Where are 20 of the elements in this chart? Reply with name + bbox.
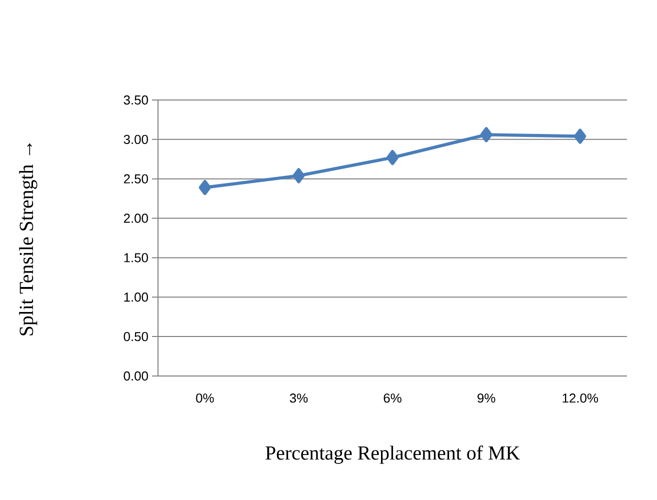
- x-tick-label: 6%: [384, 394, 402, 403]
- point: [480, 127, 492, 142]
- x-tick-label: 12.0%: [562, 394, 598, 403]
- y-tick-label: 0.00: [124, 371, 148, 381]
- x-tick-label: 9%: [478, 394, 496, 403]
- y-tick-label: 2.50: [124, 174, 148, 184]
- y-tick-label: 1.00: [124, 292, 148, 302]
- y-tick-label: 1.50: [124, 253, 148, 262]
- y-tick-label: 3.00: [124, 134, 148, 144]
- point: [292, 168, 305, 184]
- y-tick-label: 0.50: [124, 332, 148, 342]
- x-axis-title: Percentage Replacement of MK: [266, 446, 520, 464]
- x-tick-label: 0%: [196, 394, 214, 403]
- y-axis-title: Split Tensile Strength →: [19, 143, 38, 336]
- point: [386, 150, 399, 166]
- y-tick-label: 3.50: [124, 95, 148, 105]
- x-tick-label: 3%: [290, 394, 308, 403]
- y-tick-label: 2.00: [124, 214, 148, 223]
- point: [198, 180, 211, 196]
- point: [574, 128, 586, 144]
